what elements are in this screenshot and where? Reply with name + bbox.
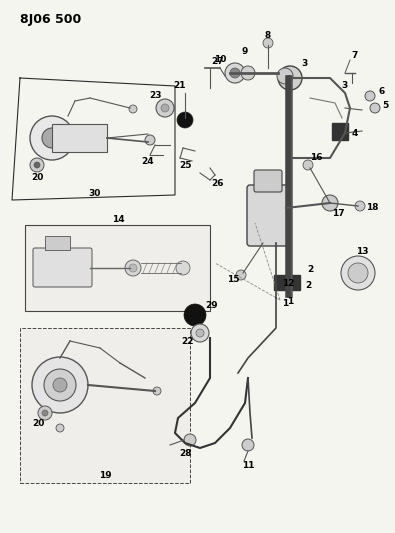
Circle shape [129, 105, 137, 113]
Circle shape [184, 434, 196, 446]
Text: 26: 26 [212, 179, 224, 188]
Circle shape [156, 99, 174, 117]
Circle shape [303, 160, 313, 170]
Text: 23: 23 [149, 92, 161, 101]
Text: 20: 20 [31, 174, 43, 182]
Text: 5: 5 [382, 101, 388, 110]
Text: 11: 11 [242, 461, 254, 470]
Circle shape [322, 195, 338, 211]
Circle shape [30, 158, 44, 172]
Circle shape [236, 270, 246, 280]
Text: 7: 7 [352, 52, 358, 61]
Circle shape [242, 439, 254, 451]
FancyBboxPatch shape [254, 170, 282, 192]
Circle shape [177, 112, 193, 128]
Circle shape [191, 324, 209, 342]
Circle shape [230, 68, 240, 78]
Text: 13: 13 [356, 247, 368, 256]
Text: 16: 16 [310, 154, 322, 163]
Text: 3: 3 [302, 60, 308, 69]
Text: 24: 24 [142, 157, 154, 166]
Circle shape [263, 38, 273, 48]
Text: 21: 21 [174, 80, 186, 90]
Circle shape [145, 135, 155, 145]
Circle shape [241, 66, 255, 80]
Text: 14: 14 [112, 214, 124, 223]
Circle shape [365, 91, 375, 101]
Circle shape [355, 201, 365, 211]
Circle shape [42, 410, 48, 416]
FancyBboxPatch shape [33, 248, 92, 287]
Circle shape [176, 261, 190, 275]
Circle shape [44, 369, 76, 401]
Bar [52, 124, 107, 152]
Text: 12: 12 [282, 279, 294, 287]
Text: 28: 28 [179, 448, 191, 457]
Bar [45, 236, 70, 250]
Text: 15: 15 [227, 276, 239, 285]
Circle shape [161, 104, 169, 112]
Text: 10: 10 [214, 54, 226, 63]
Circle shape [38, 406, 52, 420]
Text: 2: 2 [305, 280, 311, 289]
Circle shape [184, 304, 206, 326]
Circle shape [341, 256, 375, 290]
Circle shape [196, 329, 204, 337]
Text: 3: 3 [342, 82, 348, 91]
Text: 19: 19 [99, 471, 111, 480]
Circle shape [32, 357, 88, 413]
Polygon shape [332, 123, 348, 140]
Text: 29: 29 [206, 301, 218, 310]
Circle shape [278, 66, 302, 90]
FancyBboxPatch shape [247, 185, 289, 246]
Circle shape [53, 378, 67, 392]
Circle shape [153, 387, 161, 395]
Circle shape [129, 264, 137, 272]
Polygon shape [274, 275, 300, 290]
Text: 25: 25 [179, 160, 191, 169]
Text: 22: 22 [182, 336, 194, 345]
Text: 18: 18 [366, 204, 378, 213]
Text: 27: 27 [212, 56, 224, 66]
Text: 30: 30 [89, 189, 101, 198]
Polygon shape [250, 188, 286, 243]
Circle shape [56, 424, 64, 432]
Circle shape [125, 260, 141, 276]
Text: 9: 9 [242, 46, 248, 55]
Text: 8J06 500: 8J06 500 [20, 13, 81, 26]
Text: 17: 17 [332, 208, 344, 217]
Bar [20, 328, 190, 483]
Text: 4: 4 [352, 128, 358, 138]
Text: 1: 1 [282, 298, 288, 308]
Bar [25, 225, 210, 311]
Text: 8: 8 [265, 30, 271, 39]
Circle shape [30, 116, 74, 160]
Circle shape [348, 263, 368, 283]
Circle shape [277, 68, 293, 84]
Text: 6: 6 [379, 87, 385, 96]
Text: 20: 20 [32, 418, 44, 427]
Circle shape [370, 103, 380, 113]
Circle shape [34, 162, 40, 168]
Circle shape [42, 128, 62, 148]
Text: 2: 2 [307, 265, 313, 274]
Circle shape [225, 63, 245, 83]
Text: 1: 1 [287, 297, 293, 306]
